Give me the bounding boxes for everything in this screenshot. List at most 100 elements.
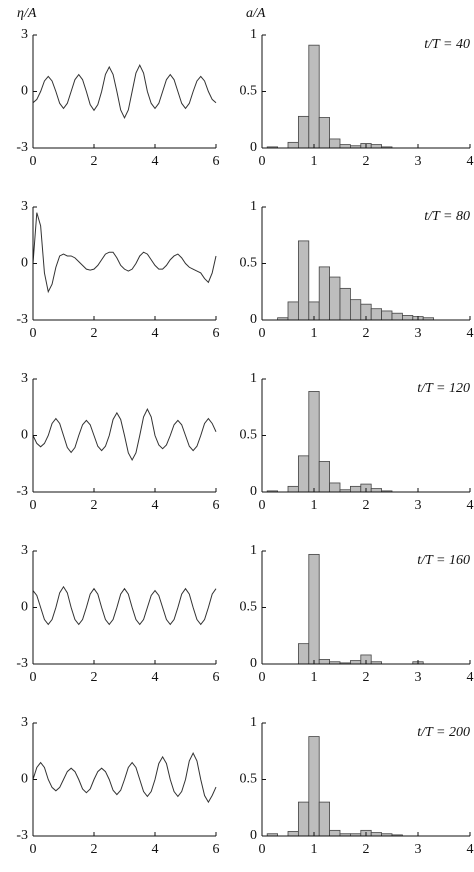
bar bbox=[318, 117, 331, 149]
bar bbox=[370, 308, 383, 321]
x-tick-label: 4 bbox=[467, 498, 474, 513]
time-annotation: t/T = 160 bbox=[417, 553, 470, 568]
bar bbox=[308, 44, 320, 149]
y-tick-label: 3 bbox=[21, 715, 28, 730]
time-annotation: t/T = 120 bbox=[417, 381, 470, 396]
bar bbox=[318, 266, 331, 321]
y-axis-label: η/A bbox=[17, 6, 37, 21]
time-annotation: t/T = 40 bbox=[424, 37, 470, 52]
x-tick-label: 1 bbox=[311, 326, 318, 341]
bar bbox=[297, 455, 310, 493]
wave-line bbox=[32, 212, 217, 294]
bar bbox=[287, 831, 299, 837]
x-tick-label: 0 bbox=[259, 326, 266, 341]
y-tick-label: 0.5 bbox=[240, 84, 258, 99]
x-tick-label: 0 bbox=[259, 154, 266, 169]
x-tick-label: 0 bbox=[30, 842, 37, 857]
bar bbox=[329, 276, 341, 321]
wave-line bbox=[32, 585, 217, 626]
x-tick-label: 0 bbox=[259, 670, 266, 685]
x-tick-label: 2 bbox=[91, 842, 98, 857]
bar bbox=[349, 485, 362, 493]
bar bbox=[308, 391, 320, 493]
x-tick-label: 6 bbox=[213, 842, 220, 857]
x-tick-label: 4 bbox=[152, 326, 159, 341]
x-tick-label: 4 bbox=[152, 842, 159, 857]
y-tick-label: 0.5 bbox=[240, 256, 258, 271]
x-tick-label: 0 bbox=[30, 154, 37, 169]
x-tick-label: 0 bbox=[30, 326, 37, 341]
y-tick-label: 0 bbox=[250, 484, 257, 499]
bar bbox=[349, 660, 362, 665]
x-tick-label: 4 bbox=[467, 154, 474, 169]
y-tick-label: 0 bbox=[250, 140, 257, 155]
x-tick-label: 2 bbox=[363, 498, 370, 513]
y-tick-label: -3 bbox=[16, 312, 28, 327]
x-tick-label: 4 bbox=[467, 842, 474, 857]
y-tick-label: 0.5 bbox=[240, 428, 258, 443]
x-tick-label: 2 bbox=[363, 670, 370, 685]
y-tick-label: 1 bbox=[250, 543, 257, 558]
y-tick-label: -3 bbox=[16, 828, 28, 843]
bar bbox=[391, 312, 403, 321]
y-tick-label: 0 bbox=[21, 772, 28, 787]
x-tick-label: 3 bbox=[415, 326, 422, 341]
bar bbox=[297, 801, 310, 837]
x-tick-label: 2 bbox=[363, 842, 370, 857]
x-tick-label: 2 bbox=[91, 326, 98, 341]
x-tick-label: 0 bbox=[30, 498, 37, 513]
x-tick-label: 2 bbox=[91, 154, 98, 169]
bar bbox=[297, 643, 310, 665]
wave-line bbox=[32, 408, 217, 462]
x-tick-label: 0 bbox=[259, 498, 266, 513]
y-tick-label: 3 bbox=[21, 543, 28, 558]
bar bbox=[370, 488, 383, 493]
y-tick-label: 0 bbox=[21, 428, 28, 443]
x-tick-label: 6 bbox=[213, 326, 220, 341]
bar bbox=[287, 141, 299, 149]
x-tick-label: 4 bbox=[152, 670, 159, 685]
x-tick-label: 0 bbox=[259, 842, 266, 857]
bar bbox=[339, 287, 351, 321]
y-tick-label: 0 bbox=[21, 600, 28, 615]
y-tick-label: 1 bbox=[250, 199, 257, 214]
x-tick-label: 6 bbox=[213, 498, 220, 513]
y-tick-label: 1 bbox=[250, 371, 257, 386]
bar bbox=[349, 299, 362, 321]
x-tick-label: 1 bbox=[311, 498, 318, 513]
x-tick-label: 4 bbox=[152, 498, 159, 513]
bar bbox=[401, 315, 414, 321]
y-tick-label: 1 bbox=[250, 27, 257, 42]
x-tick-label: 2 bbox=[363, 326, 370, 341]
x-tick-label: 6 bbox=[213, 670, 220, 685]
x-tick-label: 0 bbox=[30, 670, 37, 685]
bar bbox=[297, 240, 310, 321]
x-tick-label: 2 bbox=[363, 154, 370, 169]
bar bbox=[381, 310, 393, 321]
bar bbox=[287, 301, 299, 321]
y-tick-label: 0 bbox=[250, 656, 257, 671]
bar bbox=[329, 482, 341, 493]
bar bbox=[329, 829, 341, 837]
x-tick-label: 6 bbox=[213, 154, 220, 169]
x-tick-label: 4 bbox=[152, 154, 159, 169]
y-tick-label: 0 bbox=[21, 256, 28, 271]
bar bbox=[318, 659, 331, 665]
bar bbox=[287, 485, 299, 493]
bar bbox=[318, 801, 331, 837]
y-tick-label: 0.5 bbox=[240, 600, 258, 615]
wave-line bbox=[32, 752, 217, 804]
x-tick-label: 3 bbox=[415, 670, 422, 685]
x-tick-label: 2 bbox=[91, 670, 98, 685]
wave-line bbox=[32, 63, 217, 120]
x-tick-label: 1 bbox=[311, 154, 318, 169]
x-tick-label: 2 bbox=[91, 498, 98, 513]
y-tick-label: 0 bbox=[250, 828, 257, 843]
x-tick-label: 4 bbox=[467, 670, 474, 685]
y-tick-label: -3 bbox=[16, 484, 28, 499]
y-tick-label: 3 bbox=[21, 27, 28, 42]
time-annotation: t/T = 80 bbox=[424, 209, 470, 224]
bar bbox=[329, 138, 341, 149]
y-axis-label: a/A bbox=[246, 6, 266, 21]
y-tick-label: 1 bbox=[250, 715, 257, 730]
